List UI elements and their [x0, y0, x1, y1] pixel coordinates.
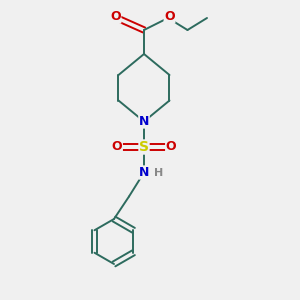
Text: H: H [154, 167, 164, 178]
Text: N: N [139, 115, 149, 128]
Text: O: O [164, 10, 175, 23]
Text: S: S [139, 140, 149, 154]
Text: O: O [166, 140, 176, 154]
Text: O: O [112, 140, 122, 154]
Text: N: N [139, 166, 149, 179]
Text: O: O [110, 10, 121, 23]
